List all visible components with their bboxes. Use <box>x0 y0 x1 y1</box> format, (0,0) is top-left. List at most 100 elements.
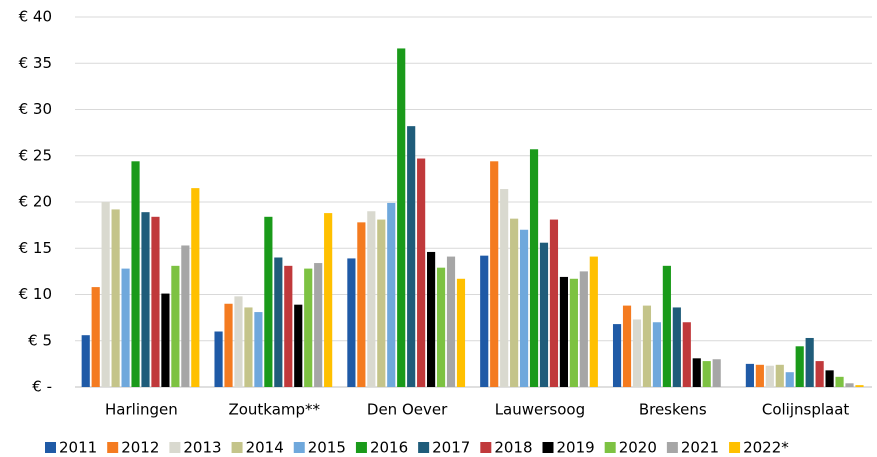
bar <box>569 278 578 387</box>
y-tick-label: € 40 <box>19 8 52 26</box>
legend-swatch <box>231 442 243 453</box>
legend-label: 2018 <box>494 439 532 457</box>
bar <box>579 271 588 387</box>
x-tick-label: Harlingen <box>105 401 178 419</box>
bar <box>775 364 784 387</box>
legend-label: 2022* <box>743 439 789 457</box>
bar <box>805 337 814 387</box>
x-tick-label: Lauwersoog <box>495 401 585 419</box>
bar <box>589 256 598 387</box>
bar <box>191 188 200 387</box>
bar <box>171 265 180 387</box>
bar <box>181 245 190 387</box>
bar <box>347 258 356 387</box>
bar <box>845 383 854 387</box>
bar <box>825 370 834 387</box>
bar <box>101 202 110 387</box>
bar <box>549 219 559 387</box>
bar <box>397 48 406 387</box>
legend-swatch <box>293 442 305 453</box>
bar <box>427 251 436 387</box>
legend-swatch <box>107 442 119 453</box>
bar <box>519 229 529 387</box>
bar <box>559 276 569 387</box>
bar <box>121 268 130 387</box>
bar <box>755 364 764 387</box>
legend-label: 2014 <box>246 439 284 457</box>
y-tick-label: € 15 <box>19 239 52 257</box>
legend-label: 2013 <box>183 439 221 457</box>
bar <box>745 363 754 387</box>
bar <box>456 278 466 387</box>
bar <box>284 265 293 387</box>
bar <box>377 219 386 387</box>
bar <box>765 365 774 387</box>
y-tick-label: € 25 <box>19 146 52 164</box>
bar <box>612 324 622 387</box>
bar <box>539 242 549 387</box>
y-tick-label: € 35 <box>19 54 52 72</box>
bar <box>151 216 160 387</box>
bar <box>632 319 642 387</box>
bar <box>141 212 150 387</box>
legend-label: 2012 <box>121 439 159 457</box>
bar <box>436 267 446 387</box>
bar <box>622 305 632 387</box>
bar <box>407 126 416 388</box>
legend-swatch <box>169 442 181 453</box>
bar <box>672 307 681 387</box>
bar <box>131 161 140 387</box>
bar <box>324 213 333 387</box>
bar <box>81 335 90 387</box>
bar <box>387 202 396 387</box>
legend-swatch <box>355 442 367 453</box>
legend-swatch <box>729 442 741 453</box>
legend-swatch <box>45 442 56 453</box>
bar <box>855 385 864 387</box>
bar <box>510 218 519 387</box>
bar <box>712 359 721 387</box>
bar <box>224 303 233 387</box>
bar <box>234 296 243 387</box>
x-tick-label: Breskens <box>639 401 707 419</box>
bar <box>785 372 794 387</box>
bar <box>254 312 263 387</box>
legend-label: 2020 <box>619 439 657 457</box>
bar <box>244 307 253 387</box>
bar <box>642 305 652 387</box>
bar <box>480 255 489 387</box>
bar <box>652 322 661 387</box>
y-tick-label: € 5 <box>28 331 52 349</box>
bar <box>367 211 376 387</box>
bar <box>662 265 671 387</box>
y-tick-label: € 10 <box>19 285 52 303</box>
bar <box>682 322 691 387</box>
legend-swatch <box>604 442 616 453</box>
x-tick-label: Colijnsplaat <box>762 401 850 419</box>
y-tick-label: € - <box>32 378 52 396</box>
legend-label: 2016 <box>370 439 408 457</box>
x-tick-label: Zoutkamp** <box>228 401 320 419</box>
legend-swatch <box>480 442 492 453</box>
bar <box>357 222 366 387</box>
bar <box>304 268 313 387</box>
bar <box>702 361 711 387</box>
bar <box>529 149 539 387</box>
bar <box>294 304 303 387</box>
legend-label: 2021 <box>681 439 719 457</box>
bar <box>446 256 456 387</box>
bar <box>815 361 824 387</box>
bar <box>835 376 844 387</box>
legend-swatch <box>418 442 430 453</box>
y-tick-label: € 20 <box>19 193 52 211</box>
x-tick-label: Den Oever <box>367 401 448 419</box>
bar <box>214 331 223 387</box>
bar <box>692 358 701 387</box>
bar <box>264 216 273 387</box>
legend-label: 2017 <box>432 439 470 457</box>
legend-swatch <box>542 442 554 453</box>
bar <box>314 263 323 387</box>
bar <box>500 189 509 387</box>
bar <box>111 209 120 387</box>
